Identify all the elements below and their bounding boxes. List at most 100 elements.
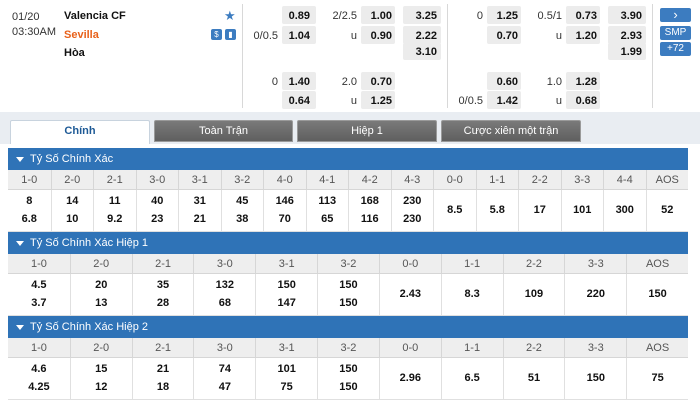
expand-arrow-button[interactable]: › <box>660 8 691 22</box>
score-odds-cell[interactable]: 51 <box>502 358 565 400</box>
score-odds-cell[interactable]: 230 230 <box>390 190 434 232</box>
home-win-odds[interactable]: 3.25 <box>415 10 437 22</box>
odds-value[interactable]: 17 <box>533 204 546 216</box>
odds-value[interactable]: 18 <box>156 381 170 393</box>
score-odds-cell[interactable]: 4.6 4.25 <box>8 358 70 400</box>
draw-odds[interactable]: 3.10 <box>415 46 437 58</box>
odds-value[interactable]: 12 <box>95 381 108 393</box>
h1-hcap-away-odds[interactable]: 0.70 <box>496 30 518 42</box>
score-odds-cell[interactable]: 75 <box>626 358 688 400</box>
smp-button[interactable]: SMP <box>660 26 691 40</box>
odds-value[interactable]: 109 <box>524 288 544 300</box>
star-icon[interactable]: ★ <box>224 8 236 23</box>
h1-draw-odds[interactable]: 1.99 <box>620 46 642 58</box>
score-odds-cell[interactable]: 21 18 <box>131 358 194 400</box>
h1-ou-over-odds[interactable]: 0.73 <box>575 10 597 22</box>
tab-cuoc-xien[interactable]: Cược xiên một trận <box>441 120 581 142</box>
odds-value[interactable]: 75 <box>280 381 293 393</box>
odds-value[interactable]: 74 <box>218 363 231 375</box>
odds-value[interactable]: 9.2 <box>107 213 123 225</box>
odds-value[interactable]: 2.43 <box>399 288 422 300</box>
odds-value[interactable]: 8 <box>26 195 33 207</box>
score-odds-cell[interactable]: 8.5 <box>433 190 476 232</box>
score-odds-cell[interactable]: 35 28 <box>131 274 194 316</box>
odds-value[interactable]: 21 <box>156 363 170 375</box>
odds-value[interactable]: 14 <box>66 195 79 207</box>
odds-value[interactable]: 150 <box>339 381 358 393</box>
h1-ou-under-odds[interactable]: 1.20 <box>575 30 597 42</box>
odds-value[interactable]: 101 <box>277 363 296 375</box>
odds-value[interactable]: 28 <box>156 297 170 309</box>
h1-away-win-odds[interactable]: 2.93 <box>620 30 642 42</box>
score-odds-cell[interactable]: 300 <box>603 190 646 232</box>
odds-value[interactable]: 75 <box>651 372 664 384</box>
away-win-odds[interactable]: 2.22 <box>415 30 437 42</box>
odds-value[interactable]: 150 <box>339 363 358 375</box>
tab-chinh[interactable]: Chính <box>10 120 150 144</box>
score-odds-cell[interactable]: 168 116 <box>348 190 391 232</box>
score-odds-cell[interactable]: 45 38 <box>220 190 264 232</box>
odds-value[interactable]: 150 <box>586 372 605 384</box>
score-odds-cell[interactable]: 101 <box>560 190 604 232</box>
odds-value[interactable]: 150 <box>648 288 667 300</box>
odds-value[interactable]: 40 <box>151 195 164 207</box>
correct-score-h1-header[interactable]: Tỷ Số Chính Xác Hiệp 1 <box>8 232 688 254</box>
score-odds-cell[interactable]: 52 <box>645 190 689 232</box>
score-odds-cell[interactable]: 150 150 <box>317 358 379 400</box>
odds-value[interactable]: 230 <box>403 195 422 207</box>
correct-score-h2-header[interactable]: Tỷ Số Chính Xác Hiệp 2 <box>8 316 688 338</box>
odds-value[interactable]: 52 <box>661 204 674 216</box>
score-odds-cell[interactable]: 150 147 <box>255 274 317 316</box>
score-odds-cell[interactable]: 2.43 <box>378 274 441 316</box>
odds-value[interactable]: 150 <box>339 297 358 309</box>
odds-value[interactable]: 146 <box>275 195 294 207</box>
odds-value[interactable]: 147 <box>277 297 296 309</box>
score-odds-cell[interactable]: 11 9.2 <box>93 190 136 232</box>
odds-value[interactable]: 300 <box>615 204 634 216</box>
score-odds-cell[interactable]: 150 <box>626 274 688 316</box>
odds-value[interactable]: 150 <box>339 279 358 291</box>
odds-value[interactable]: 65 <box>321 213 334 225</box>
odds-value[interactable]: 113 <box>318 195 337 207</box>
odds-value[interactable]: 15 <box>95 363 108 375</box>
odds-value[interactable]: 5.8 <box>489 204 505 216</box>
hcap-home-odds[interactable]: 0.89 <box>288 10 310 22</box>
odds-value[interactable]: 38 <box>236 213 249 225</box>
odds-value[interactable]: 150 <box>277 279 296 291</box>
score-odds-cell[interactable]: 132 68 <box>193 274 255 316</box>
score-odds-cell[interactable]: 150 150 <box>317 274 379 316</box>
ou-over-odds[interactable]: 1.00 <box>370 10 392 22</box>
hcap-away-odds[interactable]: 1.04 <box>288 30 310 42</box>
score-odds-cell[interactable]: 6.5 <box>440 358 503 400</box>
score-odds-cell[interactable]: 113 65 <box>305 190 349 232</box>
score-odds-cell[interactable]: 17 <box>518 190 561 232</box>
odds-value[interactable]: 6.5 <box>464 372 480 384</box>
more-markets-button[interactable]: +72 <box>660 42 691 56</box>
score-odds-cell[interactable]: 20 13 <box>69 274 132 316</box>
h1-hcap-home-odds[interactable]: 0.60 <box>496 76 518 88</box>
score-odds-cell[interactable]: 74 47 <box>193 358 255 400</box>
h1-home-win-odds[interactable]: 3.90 <box>620 10 642 22</box>
odds-value[interactable]: 35 <box>156 279 170 291</box>
dollar-icon[interactable]: $ <box>211 29 222 40</box>
odds-value[interactable]: 13 <box>95 297 108 309</box>
score-odds-cell[interactable]: 150 <box>564 358 626 400</box>
tab-hiep-1[interactable]: Hiệp 1 <box>297 120 437 142</box>
hcap-home-odds[interactable]: 1.40 <box>288 76 310 88</box>
odds-value[interactable]: 220 <box>586 288 605 300</box>
score-odds-cell[interactable]: 220 <box>564 274 626 316</box>
home-team[interactable]: Valencia CF <box>64 10 126 22</box>
away-team[interactable]: Sevilla <box>64 29 99 41</box>
tab-toan-tran[interactable]: Toàn Trận <box>154 120 293 142</box>
h1-hcap-away-odds[interactable]: 1.42 <box>496 95 518 107</box>
odds-value[interactable]: 2.96 <box>399 372 422 384</box>
odds-value[interactable]: 168 <box>360 195 379 207</box>
score-odds-cell[interactable]: 15 12 <box>69 358 132 400</box>
odds-value[interactable]: 132 <box>215 279 235 291</box>
hcap-away-odds[interactable]: 0.64 <box>288 95 310 107</box>
score-odds-cell[interactable]: 31 21 <box>178 190 221 232</box>
score-odds-cell[interactable]: 101 75 <box>255 358 317 400</box>
odds-value[interactable]: 11 <box>108 195 121 207</box>
odds-value[interactable]: 47 <box>218 381 231 393</box>
odds-value[interactable]: 21 <box>193 213 206 225</box>
